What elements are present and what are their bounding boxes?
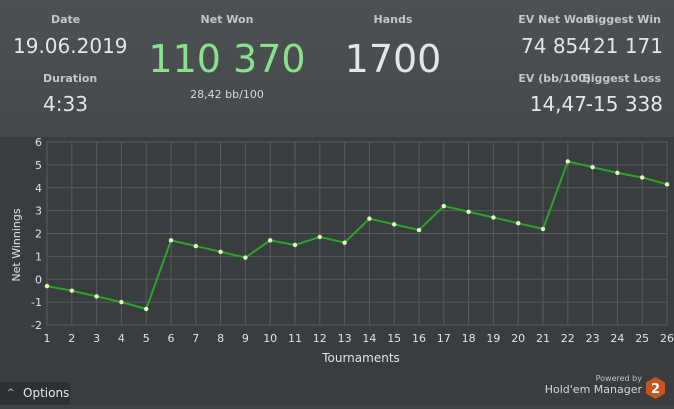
hem2-logo-icon: 2 — [646, 377, 665, 399]
y-tick-label: 5 — [35, 159, 42, 172]
chart-grid — [47, 142, 667, 325]
ev-bb-value: 14,47 — [530, 92, 587, 116]
x-tick-label: 26 — [660, 332, 674, 345]
x-tick-label: 18 — [462, 332, 476, 345]
ev-bb-label: EV (bb/100) — [518, 72, 591, 85]
y-axis-label: Net Winnings — [10, 208, 23, 281]
x-tick-label: 2 — [68, 332, 75, 345]
net-won-value: 110 370 — [148, 37, 305, 81]
data-point — [491, 215, 495, 219]
product-name: Hold'em Manager — [545, 383, 642, 397]
data-point — [665, 182, 669, 186]
data-point — [417, 228, 421, 232]
branding: Powered by Hold'em Manager — [545, 374, 642, 397]
x-tick-label: 16 — [412, 332, 426, 345]
x-tick-label: 11 — [288, 332, 302, 345]
data-point — [293, 243, 297, 247]
options-button[interactable]: ^ Options — [0, 382, 70, 405]
x-tick-label: 22 — [561, 332, 575, 345]
x-tick-label: 3 — [93, 332, 100, 345]
x-tick-label: 24 — [610, 332, 624, 345]
data-point — [640, 175, 644, 179]
net-won-bb-per-100: 28,42 bb/100 — [190, 88, 264, 101]
net-won-label: Net Won — [201, 13, 254, 26]
data-point — [169, 238, 173, 242]
x-tick-label: 7 — [192, 332, 199, 345]
logo-text: 2 — [651, 382, 660, 397]
powered-by-text: Powered by — [545, 374, 642, 383]
x-tick-label: 1 — [44, 332, 51, 345]
x-tick-label: 14 — [362, 332, 376, 345]
hands-label: Hands — [374, 13, 413, 26]
x-tick-label: 23 — [586, 332, 600, 345]
x-tick-label: 19 — [486, 332, 500, 345]
x-tick-label: 5 — [143, 332, 150, 345]
data-point — [516, 221, 520, 225]
options-label: Options — [23, 382, 69, 405]
data-point — [218, 250, 222, 254]
biggest-win-value: 21 171 — [593, 34, 663, 58]
x-tick-label: 10 — [263, 332, 277, 345]
hands-value: 1700 — [345, 37, 442, 81]
data-point — [566, 159, 570, 163]
y-tick-label: 4 — [35, 182, 42, 195]
x-tick-label: 21 — [536, 332, 550, 345]
ev-net-won-value: 74 854 — [521, 34, 591, 58]
data-point — [194, 244, 198, 248]
biggest-win-label: Biggest Win — [586, 13, 661, 26]
data-point — [590, 165, 594, 169]
x-tick-label: 4 — [118, 332, 125, 345]
y-axis-ticks: -2 -1 0 1 2 3 4 5 6 — [31, 137, 42, 332]
x-tick-label: 17 — [437, 332, 451, 345]
x-tick-label: 12 — [313, 332, 327, 345]
stats-header: Date 19.06.2019 Duration 4:33 Net Won 11… — [0, 0, 674, 137]
data-point — [45, 284, 49, 288]
duration-label: Duration — [43, 72, 97, 85]
data-point — [392, 222, 396, 226]
x-tick-label: 6 — [168, 332, 175, 345]
x-tick-label: 15 — [387, 332, 401, 345]
y-tick-label: 2 — [35, 228, 42, 241]
x-tick-label: 9 — [242, 332, 249, 345]
data-point — [268, 238, 272, 242]
y-tick-label: 3 — [35, 205, 42, 218]
data-point — [342, 240, 346, 244]
date-label: Date — [51, 13, 80, 26]
x-tick-label: 8 — [217, 332, 224, 345]
data-point — [466, 210, 470, 214]
y-tick-label: 6 — [35, 137, 42, 149]
data-point — [243, 255, 247, 259]
biggest-loss-value: -15 338 — [586, 92, 663, 116]
data-point — [94, 294, 98, 298]
duration-value: 4:33 — [43, 92, 88, 116]
chevron-up-icon: ^ — [7, 382, 15, 405]
data-point — [119, 300, 123, 304]
data-point — [318, 235, 322, 239]
biggest-loss-label: Biggest Loss — [582, 72, 661, 85]
ev-net-won-label: EV Net Won — [518, 13, 591, 26]
y-tick-label: -2 — [31, 319, 42, 332]
data-point — [70, 288, 74, 292]
data-point — [615, 171, 619, 175]
y-tick-label: -1 — [31, 296, 42, 309]
x-tick-label: 13 — [338, 332, 352, 345]
data-point — [144, 307, 148, 311]
date-value: 19.06.2019 — [13, 34, 128, 58]
data-point — [541, 227, 545, 231]
x-tick-label: 20 — [511, 332, 525, 345]
y-tick-label: 0 — [35, 273, 42, 286]
x-tick-label: 25 — [635, 332, 649, 345]
data-point — [367, 216, 371, 220]
data-point — [442, 204, 446, 208]
y-tick-label: 1 — [35, 250, 42, 263]
x-axis-label: Tournaments — [321, 351, 400, 365]
